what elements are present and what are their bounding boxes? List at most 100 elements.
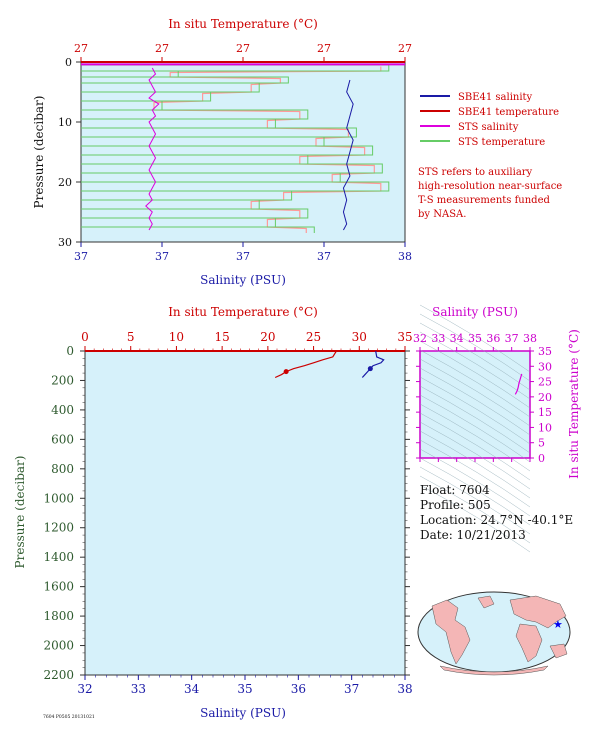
- legend-note-line-3: T-S measurements funded: [418, 195, 550, 206]
- top-tick-label: 27: [317, 42, 331, 55]
- density-contour: [419, 439, 531, 508]
- density-contour: [419, 358, 531, 427]
- near-surface-bottom-axis-title: Salinity (PSU): [200, 273, 286, 287]
- profile-number: Profile: 505: [420, 498, 491, 512]
- map-land-americas: [431, 599, 471, 665]
- density-contour: [419, 340, 531, 409]
- density-contour: [419, 484, 531, 553]
- bottom-tick-label: 38: [397, 682, 412, 696]
- near-surface-plot: 27 27 27 27 27 37 37 37 37 38 0 10 20 30 In situ Tempe…: [32, 17, 412, 287]
- float-id: Float: 7604: [420, 483, 490, 497]
- sts-temperature-line: [81, 64, 390, 233]
- map-land-antarctica: [439, 665, 549, 676]
- bottom-tick-label: 36: [291, 682, 306, 696]
- bottom-tick-label: 32: [77, 682, 92, 696]
- y-tick-label: 0: [66, 344, 74, 358]
- top-tick-label: 30: [352, 330, 367, 344]
- ts-y-tick-label: 35: [538, 345, 552, 358]
- ts-x-tick-label: 36: [486, 332, 500, 345]
- bottom-tick-label: 37: [74, 250, 88, 263]
- location: Location: 24.7°N -40.1°E: [420, 513, 573, 527]
- sts-salinity-line: [145, 67, 160, 231]
- legend-label-sts-temperature: STS temperature: [458, 137, 545, 148]
- y-tick-label: 2000: [43, 639, 74, 653]
- salinity-profile-marker: [367, 366, 373, 372]
- top-tick-label: 20: [260, 330, 275, 344]
- ts-diagram-plot: 32 33 34 35 36 37 38 0 5 10 15 20 25 30 35 Salinity (PS…: [413, 304, 581, 553]
- y-tick-label: 1200: [43, 521, 74, 535]
- footer-tag: 7604 P0505 20131021: [43, 714, 95, 720]
- y-tick-label: 1800: [43, 609, 74, 623]
- density-contour: [419, 376, 531, 445]
- map-land-australia: [549, 643, 568, 659]
- legend-label-sts-salinity: STS salinity: [458, 122, 519, 133]
- density-contour: [419, 385, 531, 454]
- legend-note-line-4: by NASA.: [418, 209, 466, 220]
- full-profile-plot: 0 5 10 15 20 25 30 35 32 33 34 35 36 37 38 0 200 400 600 80…: [13, 305, 413, 720]
- date: Date: 10/21/2013: [420, 528, 526, 542]
- y-tick-label: 1600: [43, 580, 74, 594]
- top-tick-label: 27: [74, 42, 88, 55]
- map-land-eurasia: [509, 595, 567, 629]
- y-tick-label: 0: [65, 56, 72, 69]
- density-contour: [419, 313, 531, 382]
- ts-top-axis-title: Salinity (PSU): [432, 305, 518, 319]
- ts-y-tick-label: 30: [538, 360, 552, 373]
- temperature-profile-line: [274, 350, 337, 379]
- bottom-tick-label: 34: [184, 682, 200, 696]
- legend-label-sbe41-salinity: SBE41 salinity: [458, 92, 533, 103]
- y-tick-label: 200: [51, 373, 74, 387]
- y-tick-label: 1400: [43, 550, 74, 564]
- density-contour: [419, 367, 531, 436]
- y-tick-label: 600: [51, 432, 74, 446]
- bottom-tick-label: 35: [237, 682, 252, 696]
- float-location-marker: ★: [553, 618, 563, 631]
- density-contour: [419, 421, 531, 490]
- density-contour: [419, 412, 531, 481]
- near-surface-plot-area: [80, 61, 406, 243]
- ts-x-tick-label: 38: [523, 332, 537, 345]
- full-profile-x-axis-title: Salinity (PSU): [200, 706, 286, 720]
- top-tick-label: 15: [215, 330, 230, 344]
- bottom-tick-label: 37: [344, 682, 359, 696]
- map-land-greenland: [477, 595, 495, 609]
- y-tick-label: 20: [58, 176, 72, 189]
- density-contour: [419, 394, 531, 463]
- legend-note-line-2: high-resolution near-surface: [418, 181, 562, 192]
- near-surface-top-axis-title: In situ Temperature (°C): [168, 17, 318, 31]
- ts-y-tick-label: 15: [538, 406, 552, 419]
- top-tick-label: 10: [169, 330, 184, 344]
- y-tick-label: 2200: [43, 668, 74, 682]
- ts-x-tick-label: 32: [413, 332, 427, 345]
- ts-y-axis-title: In situ Temperature (°C): [567, 329, 581, 479]
- top-tick-label: 25: [306, 330, 321, 344]
- float-info: Float: 7604 Profile: 505 Location: 24.7°…: [420, 483, 573, 542]
- ts-x-tick-label: 34: [450, 332, 464, 345]
- temperature-profile-marker: [283, 369, 289, 375]
- bottom-tick-label: 37: [236, 250, 250, 263]
- ts-x-tick-label: 37: [505, 332, 519, 345]
- salinity-profile-line: [361, 350, 385, 378]
- ts-x-tick-label: 35: [468, 332, 482, 345]
- full-profile-plot-area: [84, 350, 406, 676]
- sbe41-salinity-line: [342, 79, 354, 231]
- density-contour: [419, 475, 531, 544]
- density-contour: [419, 466, 531, 535]
- density-contour: [419, 349, 531, 418]
- legend-label-sbe41-temperature: SBE41 temperature: [458, 107, 559, 118]
- legend-note-line-1: STS refers to auxiliary: [418, 167, 533, 178]
- full-profile-top-axis-title: In situ Temperature (°C): [168, 305, 318, 319]
- density-contour: [419, 457, 531, 526]
- top-tick-label: 27: [155, 42, 169, 55]
- top-tick-label: 5: [127, 330, 135, 344]
- ts-curve: [514, 373, 523, 395]
- density-contour: [419, 331, 531, 400]
- bottom-tick-label: 37: [155, 250, 169, 263]
- ts-y-tick-label: 10: [538, 421, 552, 434]
- density-contour: [419, 403, 531, 472]
- density-contour: [419, 430, 531, 499]
- map-land-africa: [515, 623, 543, 663]
- ts-y-tick-label: 0: [538, 452, 545, 465]
- y-tick-label: 400: [51, 403, 74, 417]
